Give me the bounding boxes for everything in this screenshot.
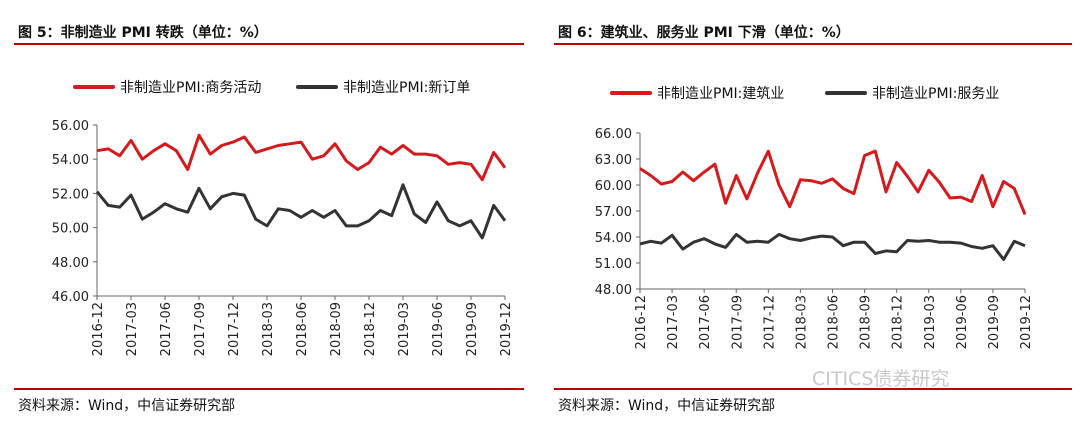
x-tick-label: 2018-03	[794, 295, 809, 349]
y-tick-label: 54.00	[52, 153, 89, 168]
y-tick-label: 50.00	[52, 222, 89, 237]
legend-label-1: 非制造业PMI:建筑业	[657, 86, 784, 102]
x-tick-label: 2019-09	[465, 302, 480, 356]
x-tick-label: 2018-03	[261, 302, 276, 356]
watermark-text: CITICS债券研究	[812, 368, 950, 390]
series-line-1	[96, 133, 507, 182]
x-tick-label: 2017-03	[125, 302, 140, 356]
x-tick-label: 2017-12	[762, 295, 777, 349]
figure-5-panel: 图 5：非制造业 PMI 转跌（单位：%） 46.00 48.00 50.00 52.…	[14, 25, 524, 414]
x-tick-label: 2018-06	[827, 295, 842, 349]
y-tick-label: 52.00	[52, 187, 89, 202]
figure-6-panel: 图 6：建筑业、服务业 PMI 下滑（单位：%） 48.00 51.00 54.00…	[540, 0, 1080, 426]
figure-6-top-rule	[554, 43, 1072, 45]
figure-5-title: 图 5：非制造业 PMI 转跌（单位：%）	[18, 25, 268, 41]
x-tick-label: 2017-09	[730, 295, 745, 349]
y-tick-label: 46.00	[52, 290, 89, 305]
x-tick-label: 2017-06	[159, 302, 174, 356]
y-tick-label: 57.00	[595, 205, 632, 220]
x-tick-label: 2019-06	[431, 302, 446, 356]
y-tick-label: 54.00	[595, 231, 632, 246]
x-tick-label: 2018-06	[295, 302, 310, 356]
x-tick-label: 2019-03	[923, 295, 938, 349]
figure-5-line-chart: 46.00 48.00 50.00 52.00 54.00 56.00 2016-12 201…	[52, 80, 514, 356]
series-line-2	[95, 183, 507, 240]
x-tick-label: 2018-12	[891, 295, 906, 349]
y-tick-label: 56.00	[52, 119, 89, 134]
legend-label-2: 非制造业PMI:服务业	[872, 86, 999, 102]
series-line-2	[639, 232, 1026, 261]
y-tick-label: 51.00	[595, 257, 632, 272]
x-tick-label: 2017-09	[193, 302, 208, 356]
y-tick-label: 60.00	[595, 179, 632, 194]
figure-6-bottom-rule	[554, 388, 1072, 390]
y-tick-label: 48.00	[595, 283, 632, 298]
figure-5-top-rule	[14, 43, 524, 45]
y-tick-label: 63.00	[595, 153, 632, 168]
figure-5-source: 资料来源：Wind，中信证券研究部	[18, 398, 236, 414]
legend-label-1: 非制造业PMI:商务活动	[120, 80, 261, 96]
x-tick-label: 2017-12	[227, 302, 242, 356]
x-tick-label: 2018-09	[329, 302, 344, 356]
legend-label-2: 非制造业PMI:新订单	[343, 80, 470, 96]
figure-6-title: 图 6：建筑业、服务业 PMI 下滑（单位：%）	[558, 25, 850, 41]
figure-5-bottom-rule	[14, 388, 524, 390]
y-tick-label: 66.00	[595, 127, 632, 142]
series-line-1	[639, 149, 1027, 216]
x-tick-label: 2019-03	[397, 302, 412, 356]
x-tick-label: 2019-06	[955, 295, 970, 349]
x-tick-label: 2018-09	[859, 295, 874, 349]
x-tick-label: 2018-12	[363, 302, 378, 356]
x-tick-label: 2019-09	[987, 295, 1002, 349]
figure-6-source: 资料来源：Wind，中信证券研究部	[558, 398, 776, 414]
x-tick-label: 2016-12	[91, 302, 106, 356]
x-tick-label: 2019-12	[499, 302, 514, 356]
x-tick-label: 2016-12	[634, 295, 649, 349]
x-tick-label: 2019-12	[1019, 295, 1034, 349]
figure-6-line-chart: 48.00 51.00 54.00 57.00 60.00 63.00 66.00 2016-…	[595, 86, 1034, 349]
x-tick-label: 2017-03	[666, 295, 681, 349]
y-tick-label: 48.00	[52, 256, 89, 271]
x-tick-label: 2017-06	[698, 295, 713, 349]
